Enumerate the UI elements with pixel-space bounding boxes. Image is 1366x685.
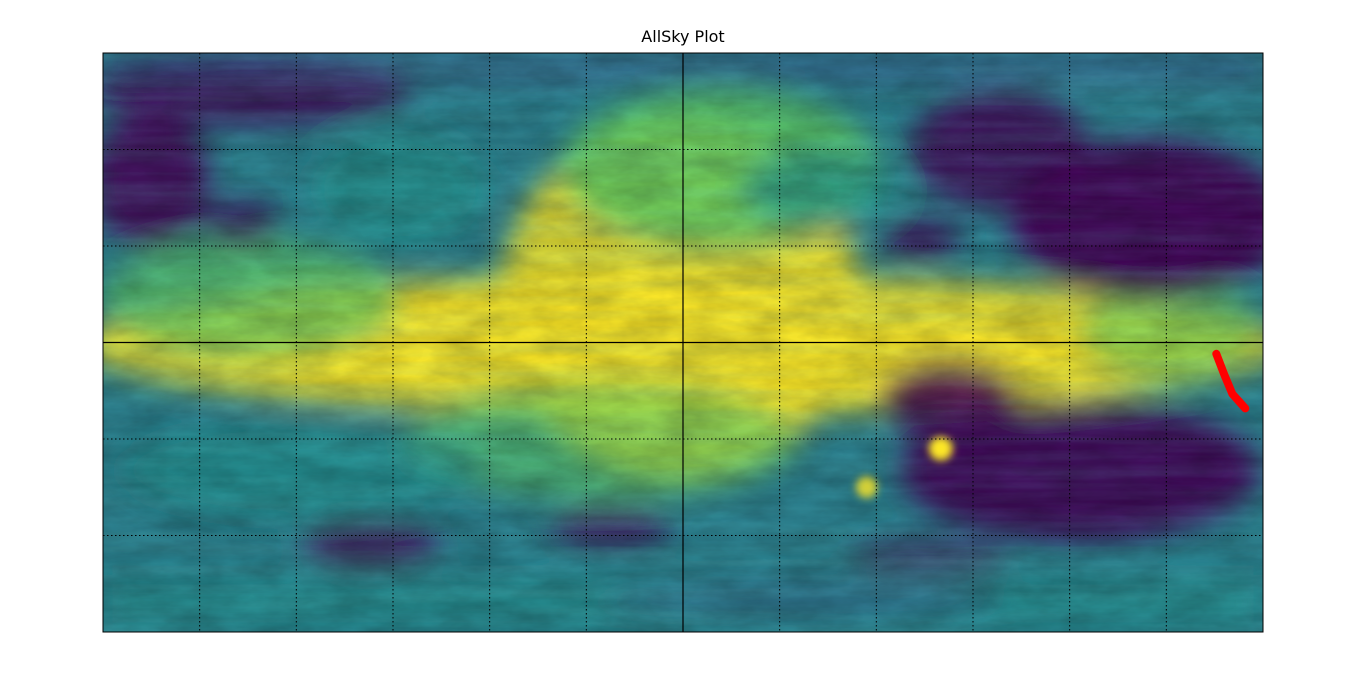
- bright-source: [855, 476, 878, 499]
- overlay-track-layer: [1212, 349, 1250, 413]
- bright-source: [928, 436, 953, 461]
- overlay-track: [1212, 349, 1250, 413]
- chart-title: AllSky Plot: [641, 27, 725, 46]
- plot-frame: [102, 52, 1264, 633]
- axis-lines: [103, 53, 1263, 632]
